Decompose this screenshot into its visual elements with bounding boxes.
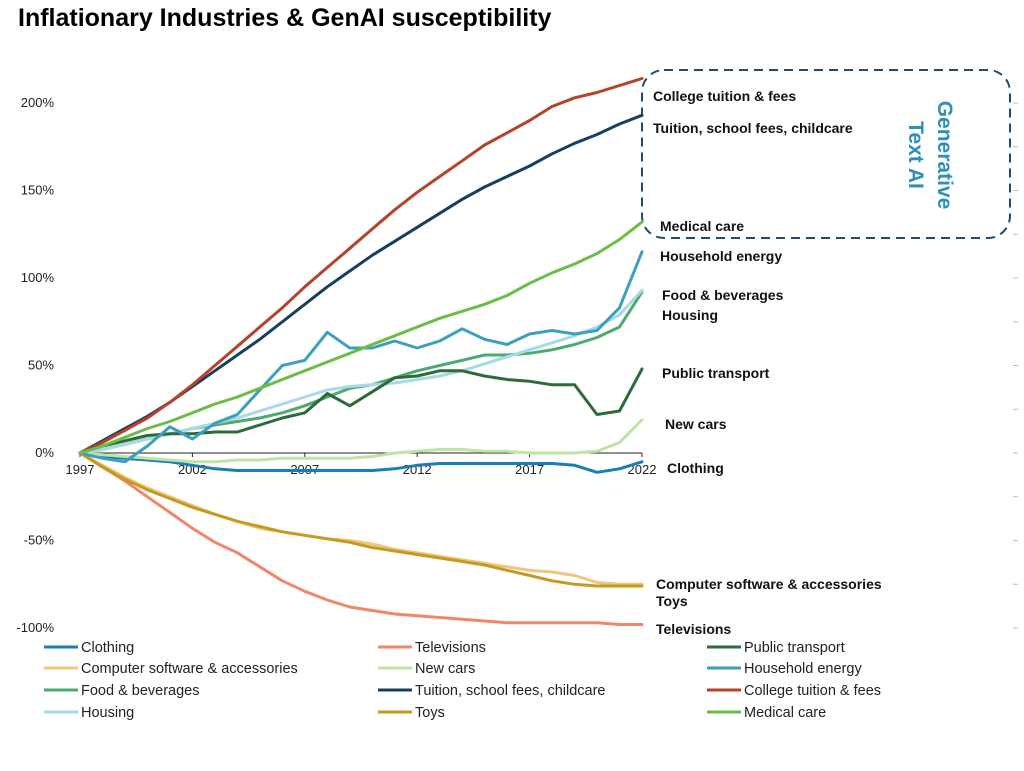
generative-text-ai-box [641, 69, 1011, 239]
end-label-household-energy: Household energy [660, 248, 782, 264]
end-label-computer-software-accessories: Computer software & accessories [656, 576, 882, 592]
series-line-public-transport [78, 367, 644, 455]
end-label-food-beverages: Food & beverages [662, 287, 784, 303]
y-tick-label: -50% [24, 533, 55, 548]
legend-label-household-energy: Household energy [744, 661, 862, 677]
series-line-tuition-school-fees-childcare [78, 113, 644, 455]
chart-title: Inflationary Industries & GenAI suscepti… [18, 4, 552, 32]
x-tick-label: 1997 [66, 462, 95, 477]
series-line-household-energy [78, 250, 644, 464]
series-layer [78, 77, 644, 626]
legend-label-food-beverages: Food & beverages [81, 683, 200, 699]
legend-label-televisions: Televisions [415, 640, 486, 656]
end-label-tuition-school-fees-childcare: Tuition, school fees, childcare [653, 120, 853, 136]
end-label-toys: Toys [656, 593, 688, 609]
series-line-televisions [78, 451, 644, 626]
y-tick-label: 200% [21, 95, 55, 110]
legend: Clothing Computer software & accessories F… [44, 640, 881, 721]
series-line-toys [78, 451, 644, 588]
series-line-food-beverages [78, 290, 644, 455]
legend-label-medical-care: Medical care [744, 705, 826, 721]
legend-label-housing: Housing [81, 705, 134, 721]
x-tick-label: 2022 [628, 462, 657, 477]
annotation-layer: Generative Text AI [641, 69, 1011, 239]
x-tick-label: 2017 [515, 462, 544, 477]
legend-label-new-cars: New cars [415, 661, 475, 677]
series-line-clothing [78, 451, 644, 474]
end-label-public-transport: Public transport [662, 365, 770, 381]
legend-label-computer-software-accessories: Computer software & accessories [81, 661, 298, 677]
y-tick-label: -100% [16, 620, 54, 635]
series-line-housing [78, 288, 644, 455]
legend-label-public-transport: Public transport [744, 640, 845, 656]
y-tick-label: 50% [28, 358, 54, 373]
legend-label-tuition-school-fees-childcare: Tuition, school fees, childcare [415, 683, 605, 699]
series-line-computer-software-accessories [78, 451, 644, 586]
generative-text-ai-label-line2: Text AI [904, 121, 927, 189]
end-label-new-cars: New cars [665, 416, 727, 432]
y-tick-label: 100% [21, 270, 55, 285]
legend-label-college-tuition-fees: College tuition & fees [744, 683, 881, 699]
end-label-college-tuition-fees: College tuition & fees [653, 88, 796, 104]
series-line-medical-care [78, 220, 644, 455]
series-line-new-cars [78, 418, 644, 464]
y-tick-label: 0% [35, 445, 54, 460]
y-tick-label: 150% [21, 183, 55, 198]
end-label-medical-care: Medical care [660, 218, 744, 234]
legend-label-toys: Toys [415, 705, 445, 721]
axis-layer: 200%150%100%50%0%-50%-100%1997 2002 2007 20… [16, 95, 1018, 635]
end-label-housing: Housing [662, 307, 718, 323]
legend-label-clothing: Clothing [81, 640, 134, 656]
end-label-layer: Clothing Computer software & accessories F… [653, 88, 882, 637]
end-label-televisions: Televisions [656, 621, 731, 637]
generative-text-ai-label-line1: Generative [933, 101, 956, 210]
series-line-college-tuition-fees [78, 77, 644, 455]
end-label-clothing: Clothing [667, 460, 724, 476]
